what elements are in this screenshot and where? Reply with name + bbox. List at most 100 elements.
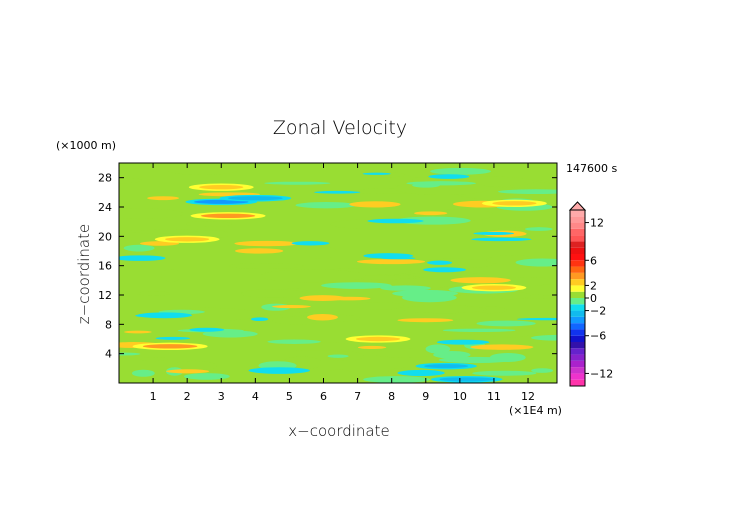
colorbar-swatch [570,285,585,292]
x-tick-label: 3 [218,390,225,403]
weak-region [267,339,321,344]
positive-region [326,296,371,301]
positive-region [234,240,300,247]
x-unit-label: (×1E4 m) [509,404,562,417]
positive-region [240,289,306,298]
colorbar-swatch [570,291,585,298]
negative-region [367,218,424,224]
y-tick-label: 12 [98,289,112,302]
chart-title: Zonal Velocity [273,117,407,139]
negative-region [155,336,191,340]
positive-region [406,272,489,279]
weak-region [442,328,516,332]
colorbar-overflow-arrow [568,201,587,211]
positive-region [489,291,531,300]
positive-region [402,305,488,314]
colorbar-swatch [570,348,585,355]
negative-region [251,317,269,322]
negative-region [428,174,470,179]
colorbar-swatch [570,260,585,267]
plot-frame [118,162,558,384]
positive-region [185,220,232,227]
colorbar-tick-label: 0 [590,292,597,305]
negative-region [471,237,532,242]
colorbar-tick-label: 6 [590,254,597,267]
colorbar-swatch [570,272,585,280]
colorbar-swatch [570,329,585,336]
positive-region [119,379,191,383]
colorbar-swatch [570,228,585,236]
weak-region [123,244,155,252]
positive-region [119,177,143,184]
weak-region [430,167,491,175]
weak-region [497,189,557,195]
positive-region [228,263,304,269]
colorbar-swatch [570,241,585,248]
colorbar-swatch [570,373,585,380]
positive-region [147,196,180,201]
positive-region [272,305,311,309]
y-tick-label: 28 [98,172,112,185]
negative-region [119,255,166,261]
negative-region [517,317,557,321]
colorbar-swatch [570,222,585,229]
negative-region [189,327,225,332]
positive-core [355,336,401,342]
weak-region [406,181,477,186]
y-unit-label: (×1000 m) [56,139,116,152]
positive-region [166,369,210,374]
positive-region [519,284,557,296]
colorbar-swatch [570,316,585,324]
weak-region [438,356,513,364]
weak-region [327,354,349,358]
weak-region [295,202,358,209]
positive-region [324,369,355,383]
positive-region [357,345,387,350]
colorbar-swatch [570,354,585,361]
weak-region [425,344,451,354]
weak-region [183,373,230,380]
x-axis-label: x−coordinate [288,422,389,440]
x-tick-label: 11 [487,390,501,403]
x-tick-label: 8 [388,390,395,403]
negative-core [439,377,494,382]
weak-region [472,370,537,376]
colorbar-tick-label: −12 [590,367,613,380]
weak-region [380,285,431,291]
colorbar-swatch [570,323,585,330]
negative-region [380,257,416,260]
colorbar-swatch [570,266,585,273]
negative-region [362,172,391,175]
weak-region [202,330,258,338]
colorbar-swatch [570,210,585,217]
colorbar-swatch [570,342,585,349]
positive-region [354,302,404,310]
negative-region [423,267,467,273]
positive-region [414,211,448,216]
x-tick-label: 1 [150,390,157,403]
y-tick-label: 16 [98,260,112,273]
colorbar-swatch [570,235,585,242]
positive-core [471,285,517,290]
y-tick-label: 24 [98,201,112,214]
y-tick-label: 4 [105,348,112,361]
positive-region [140,357,169,362]
positive-core [142,344,198,349]
positive-region [167,164,238,175]
weak-region [363,376,431,383]
y-tick-label: 20 [98,230,112,243]
velocity-contours [119,163,557,383]
weak-region [531,368,553,373]
colorbar-swatch [570,379,585,386]
colorbar-swatch [570,279,585,286]
x-axis-ticks: 1 2 3 4 5 6 7 8 9 10 11 12 [150,163,535,403]
positive-core [200,213,256,218]
weak-region [515,258,557,267]
positive-region [356,259,426,265]
positive-core [165,237,210,242]
weak-region [131,369,155,377]
negative-region [397,369,445,377]
heatmap-plot-area [119,163,557,383]
colorbar-tick-label: −6 [590,330,606,343]
